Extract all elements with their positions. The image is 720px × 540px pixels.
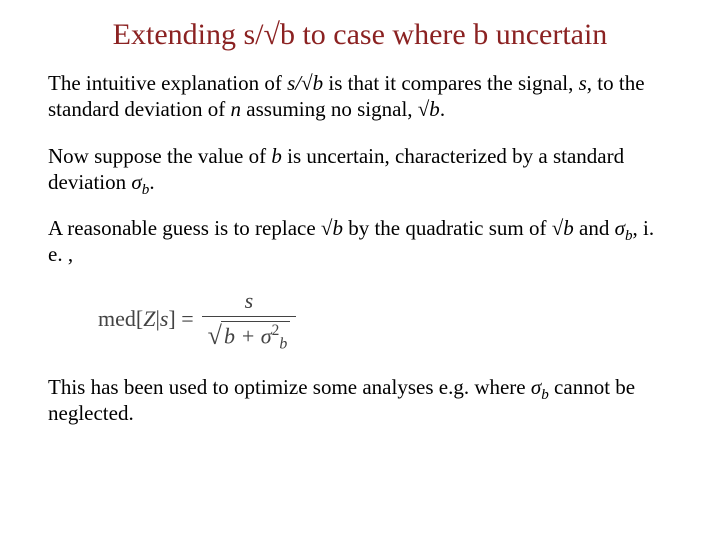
title-text: Extending s/√b to case where b uncertain — [113, 18, 608, 51]
formula-fraction: s √ b + σ2b — [202, 288, 297, 350]
p1-text-g: assuming no signal, — [241, 97, 418, 121]
formula-denominator: √ b + σ2b — [202, 316, 297, 350]
p3-text-a: A reasonable guess is to replace — [48, 216, 321, 240]
formula-block: med[Z|s] = s √ b + σ2b — [98, 288, 672, 350]
lhs-Z: Z — [143, 306, 155, 331]
p3-sqrtb-2: √b — [552, 216, 574, 240]
lhs-close: ] = — [168, 306, 193, 331]
p1-text-c: is that it compares the signal, — [323, 71, 578, 95]
slide-title: Extending s/√b to case where b uncertain — [48, 18, 672, 52]
p1-text-a: The intuitive explanation of — [48, 71, 287, 95]
p2-sigma: σ — [131, 170, 141, 194]
p1-text-i: . — [440, 97, 445, 121]
p3-sigma: σ — [615, 216, 625, 240]
surd-icon: √ — [208, 324, 222, 347]
p2-sym-b: b — [271, 144, 282, 168]
p1-sym-n: n — [231, 97, 242, 121]
p4-sigma: σ — [531, 375, 541, 399]
paragraph-3: A reasonable guess is to replace √b by t… — [48, 215, 672, 268]
p3-sqrtb-1: √b — [321, 216, 343, 240]
formula: med[Z|s] = s √ b + σ2b — [98, 288, 672, 350]
p2-text-e: . — [149, 170, 154, 194]
p2-text-a: Now suppose the value of — [48, 144, 271, 168]
formula-radicand: b + σ2b — [221, 321, 290, 350]
p1-sym-s: s — [579, 71, 587, 95]
lhs-med: med[ — [98, 306, 143, 331]
paragraph-4: This has been used to optimize some anal… — [48, 374, 672, 427]
p4-sigma-sub: b — [541, 387, 549, 403]
slide: Extending s/√b to case where b uncertain… — [0, 0, 720, 540]
paragraph-1: The intuitive explanation of s/√b is tha… — [48, 70, 672, 123]
p1-sym-sqrtb: √b — [418, 97, 440, 121]
formula-numerator: s — [243, 288, 256, 316]
formula-lhs: med[Z|s] = — [98, 306, 194, 332]
p3-text-e: and — [574, 216, 615, 240]
p3-text-c: by the quadratic sum of — [343, 216, 552, 240]
p4-text-a: This has been used to optimize some anal… — [48, 375, 531, 399]
den-sub: b — [279, 335, 287, 352]
p1-sym-sb: s/√b — [287, 71, 323, 95]
den-a: b + σ — [224, 323, 272, 348]
paragraph-2: Now suppose the value of b is uncertain,… — [48, 143, 672, 196]
p3-sigma-sub: b — [625, 228, 633, 244]
